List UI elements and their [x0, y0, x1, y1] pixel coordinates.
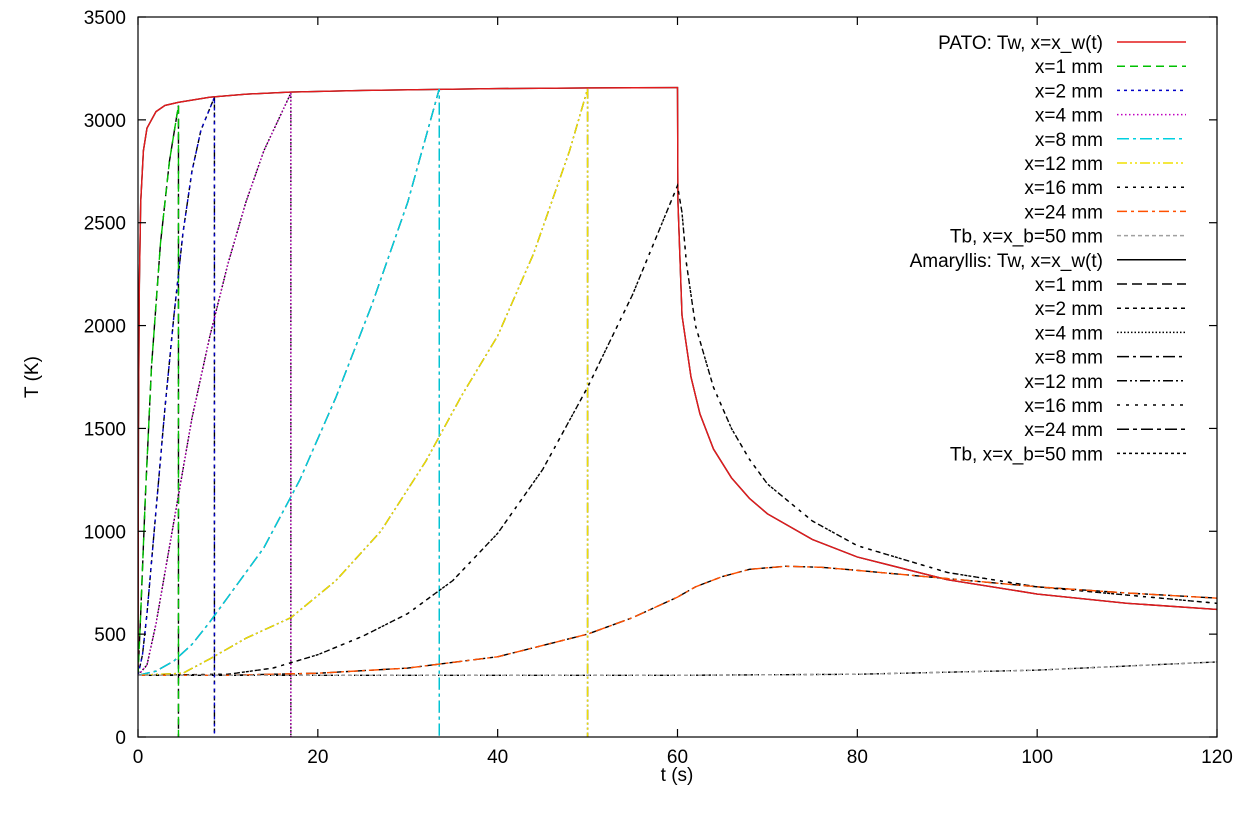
legend-label: x=2 mm [1035, 299, 1103, 320]
series-line-amaryllis [138, 565, 1217, 676]
series-line-amaryllis [138, 183, 1217, 676]
series-line-pato [138, 88, 589, 737]
x-tick-label: 120 [1201, 747, 1233, 768]
series-line-pato [138, 88, 440, 737]
legend-label: x=1 mm [1035, 275, 1103, 296]
series-line-pato [138, 105, 180, 737]
series-line-pato [138, 565, 1217, 676]
x-tick-label: 60 [667, 747, 688, 768]
legend-label: x=8 mm [1035, 348, 1103, 369]
x-tick-label: 100 [1021, 747, 1053, 768]
series-line-amaryllis [138, 88, 589, 737]
y-tick-label: 0 [115, 728, 126, 749]
y-tick-label: 1000 [84, 522, 126, 543]
y-tick-label: 2500 [84, 214, 126, 235]
legend-label: Tb, x=x_b=50 mm [950, 227, 1103, 248]
legend-label: PATO: Tw, x=x_w(t) [938, 33, 1103, 54]
legend-label: x=24 mm [1024, 202, 1103, 223]
legend: PATO: Tw, x=x_w(t) x=1 mm x=2 mm x=4 mm x=8 … [910, 33, 1186, 465]
y-tick-label: 500 [94, 625, 126, 646]
legend-label: x=2 mm [1035, 81, 1103, 102]
legend-label: x=1 mm [1035, 57, 1103, 78]
legend-label: x=8 mm [1035, 130, 1103, 151]
legend-label: Amaryllis: Tw, x=x_w(t) [910, 251, 1103, 272]
legend-label: x=4 mm [1035, 106, 1103, 127]
legend-label: x=24 mm [1024, 420, 1103, 441]
ticks-layer: 0 20 40 60 80 100 120 0 500 1000 1500 2000 2500 3000 3… [84, 8, 1233, 768]
legend-label: Tb, x=x_b=50 mm [950, 444, 1103, 465]
x-tick-label: 80 [847, 747, 868, 768]
y-tick-label: 1500 [84, 419, 126, 440]
legend-label: x=4 mm [1035, 323, 1103, 344]
y-tick-label: 3500 [84, 8, 126, 29]
series-line-pato [138, 96, 216, 737]
x-tick-label: 40 [487, 747, 508, 768]
legend-label: x=16 mm [1024, 178, 1103, 199]
x-tick-label: 20 [307, 747, 328, 768]
series-line-pato [138, 86, 1217, 676]
series-layer [138, 86, 1217, 737]
legend-label: x=16 mm [1024, 396, 1103, 417]
legend-label: x=12 mm [1024, 372, 1103, 393]
y-tick-label: 3000 [84, 111, 126, 132]
legend-label: x=12 mm [1024, 154, 1103, 175]
series-group [138, 86, 1217, 737]
series-line-pato [138, 92, 292, 737]
series-line-amaryllis [138, 88, 440, 737]
x-axis-label: t (s) [661, 765, 694, 786]
y-axis-label: T (K) [22, 356, 43, 398]
x-tick-label: 0 [133, 747, 144, 768]
y-tick-label: 2000 [84, 317, 126, 338]
